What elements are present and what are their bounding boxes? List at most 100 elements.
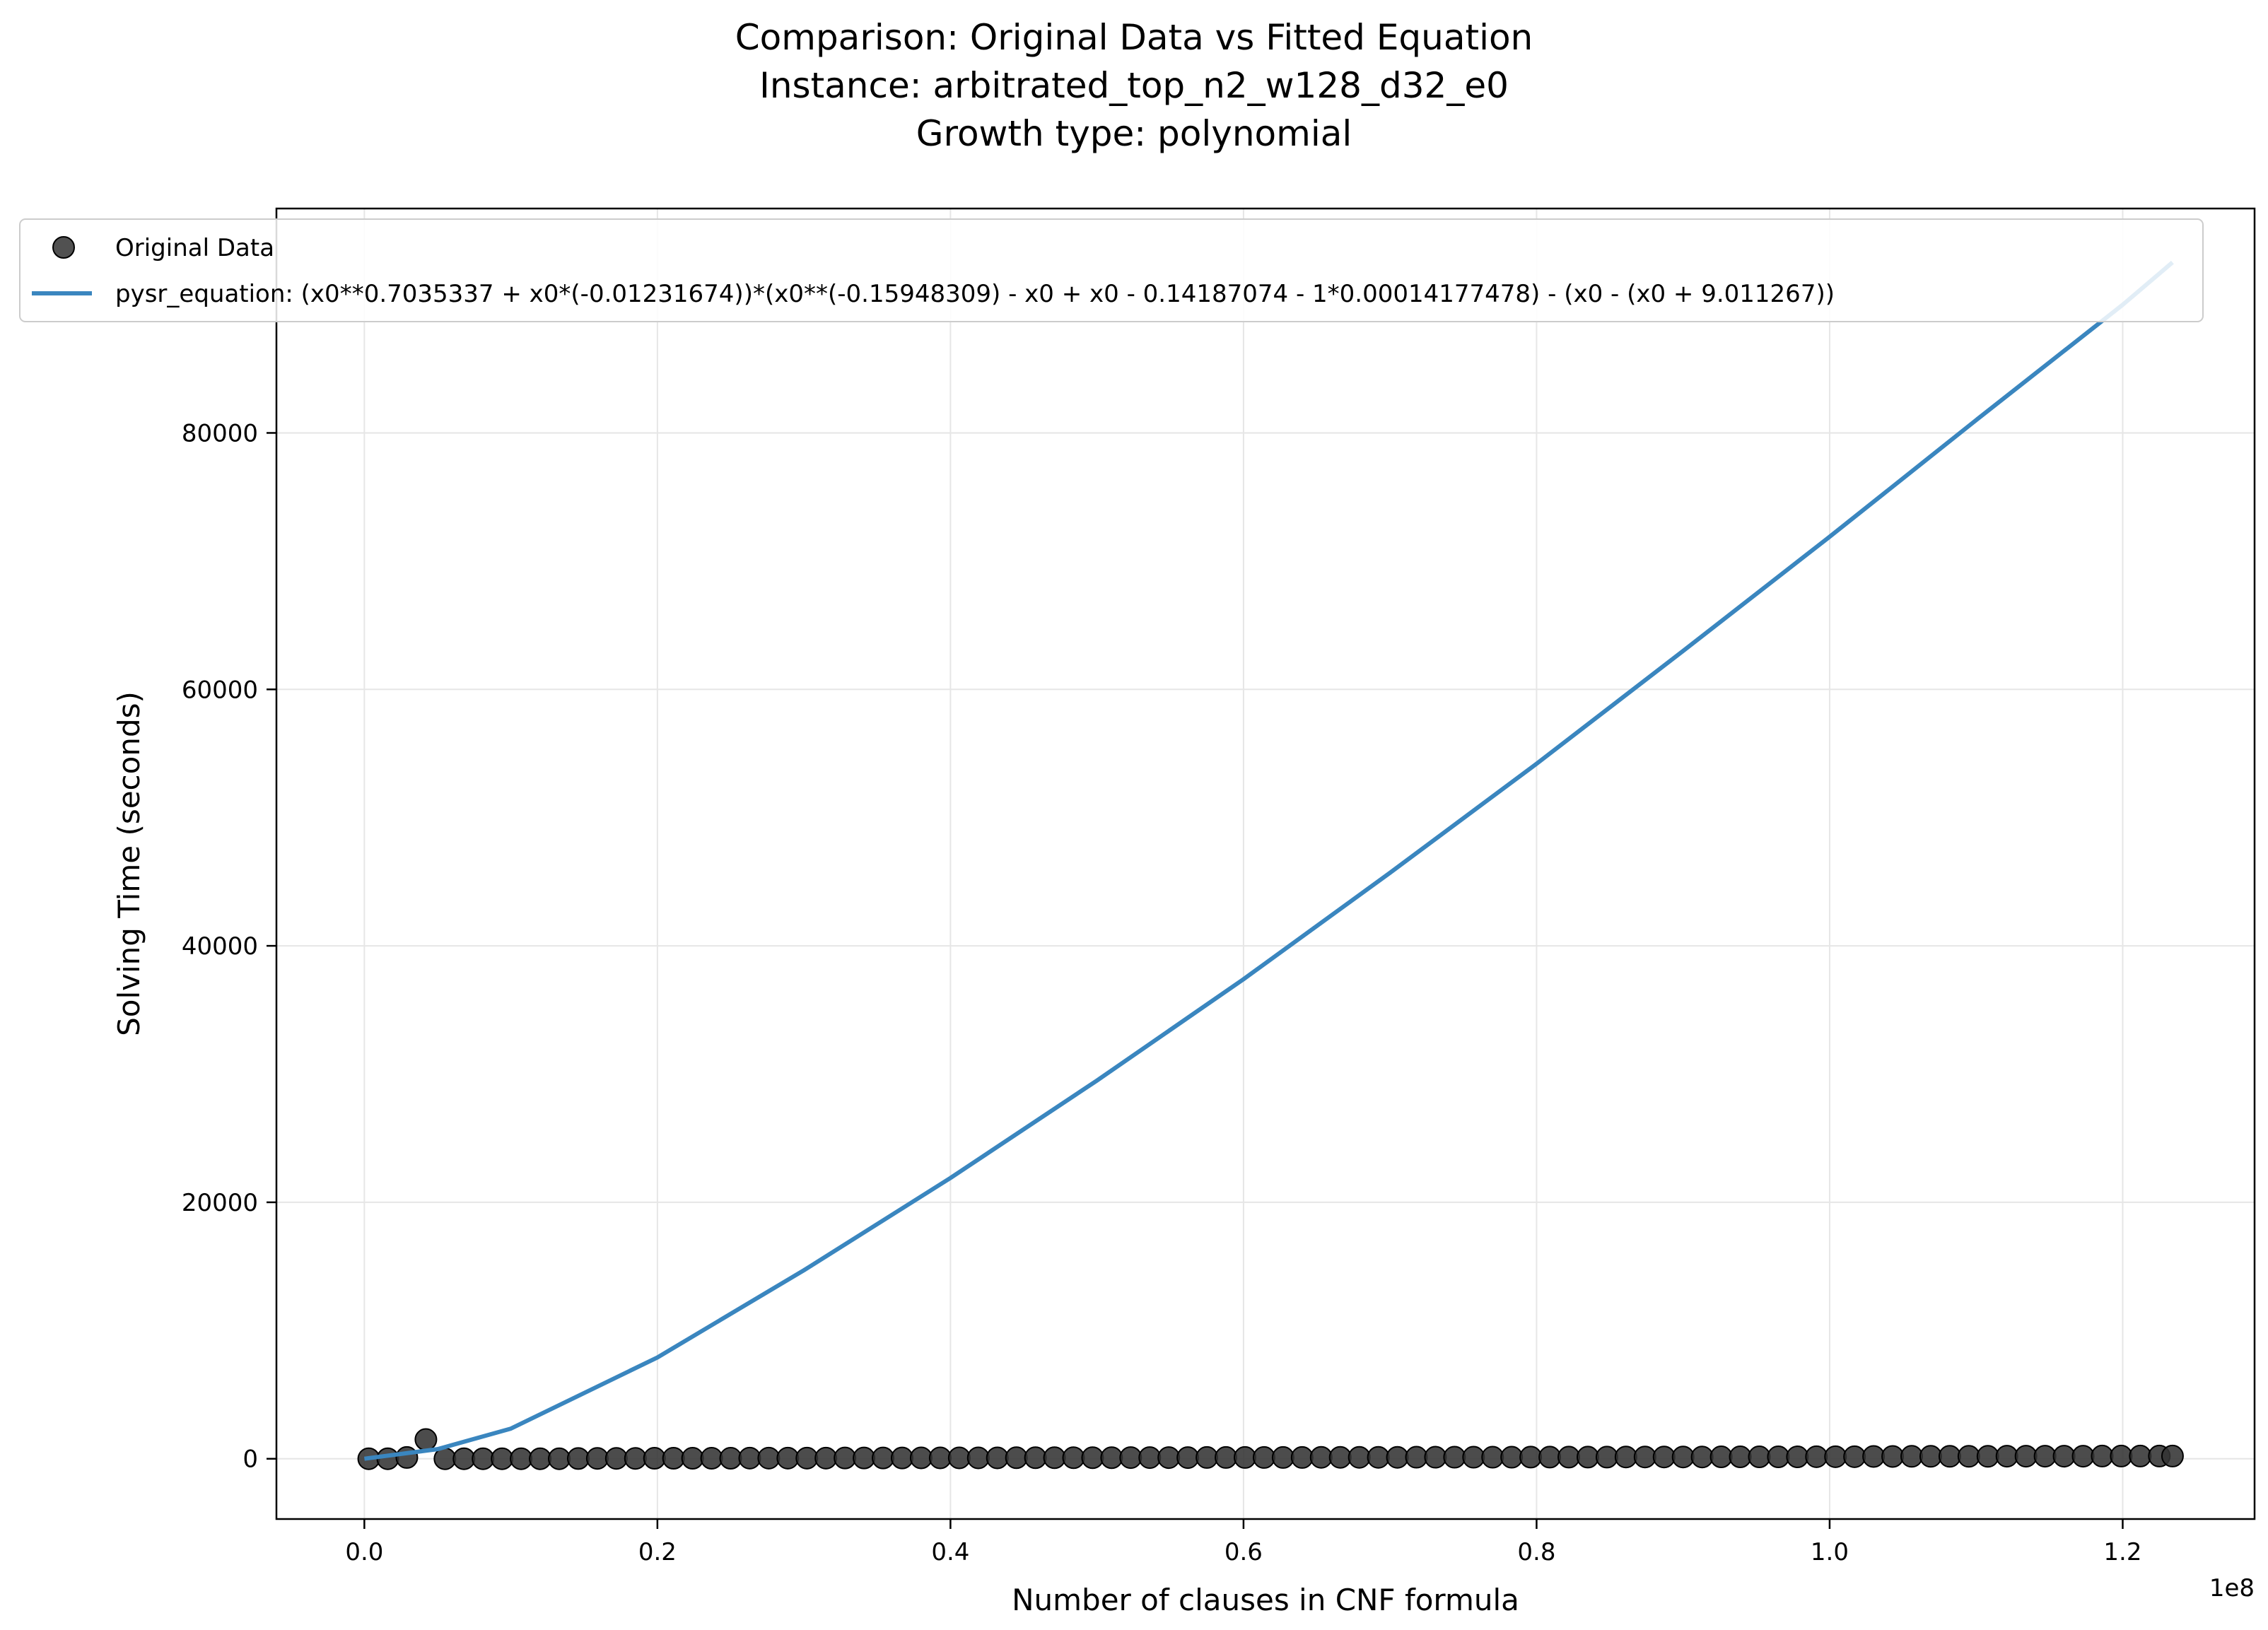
- data-point: [1271, 1446, 1294, 1469]
- x-tick-label: 0.2: [638, 1538, 677, 1566]
- data-point: [1309, 1446, 1333, 1469]
- data-point: [814, 1446, 838, 1470]
- series-layer: [357, 260, 2184, 1470]
- data-point: [1062, 1446, 1085, 1470]
- data-point: [566, 1447, 590, 1470]
- data-point: [604, 1447, 628, 1470]
- data-point: [681, 1447, 704, 1470]
- data-point: [1196, 1446, 1219, 1469]
- fit-line-pysr-equation: [364, 260, 2174, 1461]
- data-point: [2071, 1445, 2095, 1468]
- data-point: [452, 1447, 476, 1470]
- data-point: [1919, 1445, 1942, 1468]
- plot-frame: [275, 207, 2256, 1520]
- data-point: [2033, 1445, 2057, 1468]
- data-point: [1443, 1446, 1466, 1469]
- title-line-3: Growth type: polynomial: [916, 113, 1352, 154]
- y-tick-label: 0: [242, 1446, 258, 1474]
- legend-label-pysr-equation: pysr_equation: (x0**0.7035337 + x0*(-0.0…: [115, 280, 1835, 308]
- data-point: [2129, 1444, 2152, 1467]
- y-axis-ticks: 0 20000 40000 60000 80000: [182, 419, 276, 1474]
- data-point: [662, 1447, 685, 1470]
- data-point: [909, 1446, 933, 1470]
- data-point: [1348, 1446, 1371, 1469]
- data-point: [1005, 1446, 1028, 1470]
- data-point: [1538, 1446, 1562, 1469]
- data-point: [2161, 1444, 2184, 1467]
- data-point: [795, 1446, 819, 1470]
- data-point: [966, 1446, 990, 1470]
- data-point: [1576, 1446, 1599, 1469]
- data-point: [1367, 1446, 1390, 1469]
- legend-marker-original-data: [52, 236, 75, 259]
- data-point: [719, 1447, 742, 1470]
- data-point: [1729, 1446, 1752, 1469]
- data-point: [1081, 1446, 1104, 1470]
- legend-box: [19, 218, 2204, 322]
- data-point: [1671, 1446, 1695, 1469]
- data-point: [1462, 1446, 1485, 1469]
- data-point: [1157, 1446, 1181, 1470]
- data-point: [700, 1447, 723, 1470]
- y-tick-label: 20000: [182, 1189, 258, 1217]
- data-point: [1215, 1446, 1238, 1469]
- data-point: [1519, 1446, 1543, 1469]
- legend-label-original-data: Original Data: [115, 234, 274, 262]
- x-tick-label: 0.4: [931, 1538, 969, 1566]
- data-point: [1424, 1446, 1447, 1469]
- grid: [276, 209, 2255, 1519]
- data-point: [414, 1428, 438, 1451]
- data-point: [986, 1446, 1009, 1470]
- data-point: [2052, 1445, 2076, 1468]
- data-point: [1900, 1445, 1924, 1468]
- data-point: [1805, 1445, 1828, 1468]
- data-point: [1995, 1445, 2018, 1468]
- data-point: [1595, 1446, 1618, 1469]
- data-point: [1233, 1446, 1256, 1469]
- data-point: [1290, 1446, 1314, 1469]
- x-tick-label: 0.8: [1517, 1538, 1555, 1566]
- data-point: [1557, 1446, 1581, 1469]
- data-point: [890, 1446, 913, 1470]
- data-point: [776, 1446, 800, 1470]
- chart-title: Comparison: Original Data vs Fitted Equa…: [735, 17, 1533, 154]
- data-point: [1690, 1446, 1714, 1469]
- title-line-2: Instance: arbitrated_top_n2_w128_d32_e0: [759, 65, 1509, 106]
- data-point: [491, 1447, 514, 1470]
- y-tick-label: 40000: [182, 932, 258, 961]
- data-point: [2091, 1444, 2114, 1467]
- legend: Original Data pysr_equation: (x0**0.7035…: [19, 218, 2204, 322]
- x-tick-label: 0.6: [1224, 1538, 1263, 1566]
- data-point: [1938, 1445, 1961, 1468]
- data-point: [1881, 1445, 1905, 1468]
- data-point: [1652, 1446, 1676, 1469]
- data-point: [928, 1446, 952, 1470]
- data-point: [757, 1446, 781, 1470]
- y-axis-label: Solving Time (seconds): [112, 691, 146, 1036]
- y-tick-label: 60000: [182, 676, 258, 704]
- data-point: [2110, 1444, 2133, 1467]
- data-point: [1138, 1446, 1162, 1470]
- x-axis-label: Number of clauses in CNF formula: [1012, 1583, 1519, 1617]
- data-point: [433, 1447, 457, 1470]
- data-point: [2014, 1445, 2038, 1468]
- data-point: [1043, 1446, 1066, 1470]
- data-point: [1614, 1446, 1637, 1469]
- data-point: [472, 1447, 495, 1470]
- x-tick-label: 1.0: [1811, 1538, 1849, 1566]
- data-point: [947, 1446, 971, 1470]
- x-axis-ticks: 0.0 0.2 0.4 0.6 0.8 1.0 1.2: [345, 1519, 2142, 1566]
- data-point: [1405, 1446, 1428, 1469]
- x-tick-label: 1.2: [2103, 1538, 2141, 1566]
- data-point: [853, 1446, 876, 1470]
- title-line-1: Comparison: Original Data vs Fitted Equa…: [735, 17, 1533, 58]
- data-point: [643, 1447, 666, 1470]
- data-point: [1709, 1446, 1733, 1469]
- data-point: [1100, 1446, 1123, 1470]
- data-point: [548, 1447, 571, 1470]
- data-point: [1500, 1446, 1524, 1469]
- data-point: [529, 1447, 552, 1470]
- data-point: [624, 1447, 647, 1470]
- x-axis-offset-label: 1e8: [2209, 1574, 2255, 1602]
